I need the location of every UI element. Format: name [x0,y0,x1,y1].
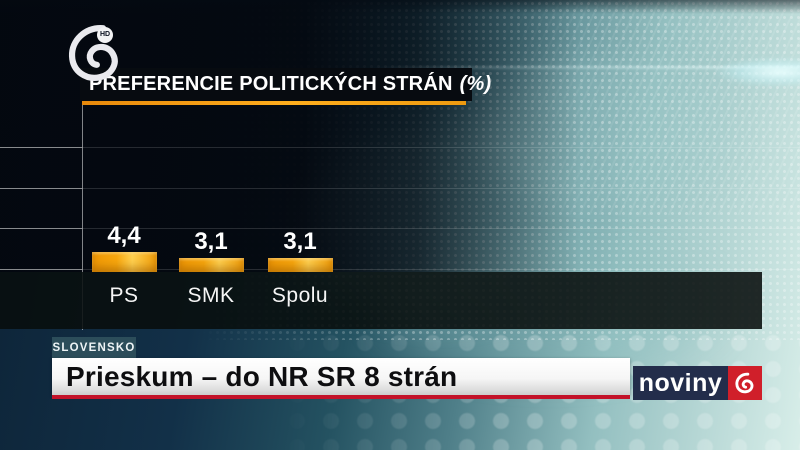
gridline [0,188,800,189]
gridline [0,147,800,148]
headline-banner: Prieskum – do NR SR 8 strán [52,358,630,395]
category-label-strip [0,272,762,329]
axis-tick-line [0,228,82,229]
channel-spiral-logo [68,25,118,81]
kicker-tab: SLOVENSKO [52,337,136,358]
top-vignette [0,0,800,14]
title-underline [82,101,466,105]
noviny-logo-red-box [728,366,762,400]
axis-tick-line [0,147,82,148]
noviny-spiral-icon [735,372,754,394]
chart-title: PREFERENCIE POLITICKÝCH STRÁN [89,73,453,95]
noviny-logo-text: noviny [633,366,728,400]
gridline [0,228,800,229]
y-axis-line [82,104,83,330]
hd-badge: HD [97,27,113,43]
noviny-logo: noviny [633,366,762,400]
headline-accent-line [52,395,630,399]
axis-tick-line [0,269,82,270]
chart-title-unit: (%) [459,73,492,95]
gridline [0,269,800,270]
axis-tick-line [0,188,82,189]
chart-title-banner: PREFERENCIE POLITICKÝCH STRÁN (%) [80,68,491,101]
light-streak [370,66,800,69]
